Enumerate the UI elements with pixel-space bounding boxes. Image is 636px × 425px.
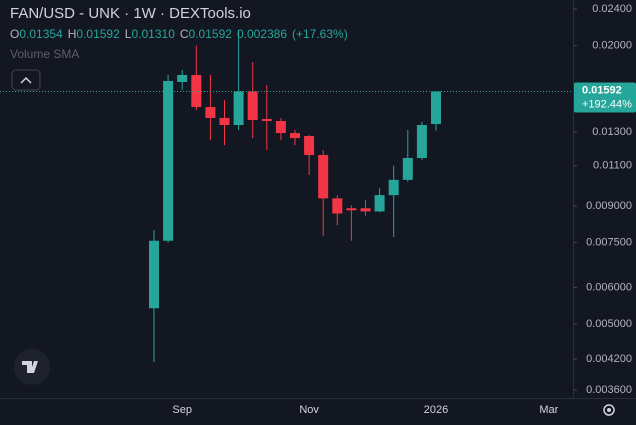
legend-label: C xyxy=(180,27,189,41)
legend-value: 0.01592 xyxy=(189,27,233,41)
candle-body xyxy=(360,208,371,212)
last-price-badge xyxy=(574,82,636,113)
settings-icon[interactable] xyxy=(603,404,615,416)
candle-body xyxy=(332,198,343,214)
y-tick-label: 0.02400 xyxy=(592,3,632,15)
candle-body xyxy=(290,133,300,139)
y-tick-label: 0.005000 xyxy=(586,318,632,330)
change-percent: (+17.63%) xyxy=(292,27,348,41)
candle-body xyxy=(304,136,315,156)
legend-label: H xyxy=(68,27,77,41)
candle-body xyxy=(219,117,230,126)
candle-body xyxy=(346,208,357,211)
legend-value: 0.01310 xyxy=(131,27,175,41)
x-tick-label: 2026 xyxy=(424,404,448,416)
candle-body xyxy=(275,121,286,134)
legend-value: 0.01354 xyxy=(19,27,63,41)
y-tick-label: 0.01300 xyxy=(592,126,632,138)
last-change-label: +192.44% xyxy=(582,98,632,110)
candle-body xyxy=(431,91,441,124)
ohlc-legend: O0.01354 H0.01592 L0.01310 C0.01592 0.002386… xyxy=(10,27,348,41)
legend-label: O xyxy=(10,27,19,41)
candle-body xyxy=(191,74,202,108)
y-tick-label: 0.003600 xyxy=(586,384,632,396)
candle-body xyxy=(388,179,399,196)
y-tick-label: 0.02000 xyxy=(592,40,632,52)
chart-title: FAN/USD - UNK · 1W · DEXTools.io xyxy=(10,5,251,22)
y-tick-label: 0.006000 xyxy=(586,281,632,293)
candle-body xyxy=(416,125,427,158)
candle-body xyxy=(402,157,413,180)
y-tick-label: 0.009000 xyxy=(586,200,632,212)
candle-body xyxy=(247,91,258,121)
candle-body xyxy=(318,155,329,199)
indicator-label: Volume SMA xyxy=(10,47,79,61)
y-tick-label: 0.007500 xyxy=(586,237,632,249)
x-tick-label: Mar xyxy=(539,404,558,416)
candle-body xyxy=(233,91,244,126)
candle-body xyxy=(177,74,188,82)
candle-body xyxy=(374,195,385,212)
tradingview-logo[interactable] xyxy=(14,349,50,385)
last-price-label: 0.01592 xyxy=(582,84,622,96)
x-tick-label: Nov xyxy=(299,404,319,416)
y-tick-label: 0.01100 xyxy=(593,160,632,172)
collapse-button[interactable] xyxy=(11,69,41,91)
candle-body xyxy=(261,118,272,122)
x-tick-label: Sep xyxy=(172,404,192,416)
y-tick-label: 0.004200 xyxy=(586,353,632,365)
candle-body xyxy=(149,240,159,309)
legend-label: L xyxy=(125,27,132,41)
candle-body xyxy=(163,80,174,241)
plot-area xyxy=(149,29,441,362)
legend-value: 0.01592 xyxy=(76,27,120,41)
change-value: 0.002386 xyxy=(237,27,287,41)
candle-body xyxy=(205,107,216,118)
